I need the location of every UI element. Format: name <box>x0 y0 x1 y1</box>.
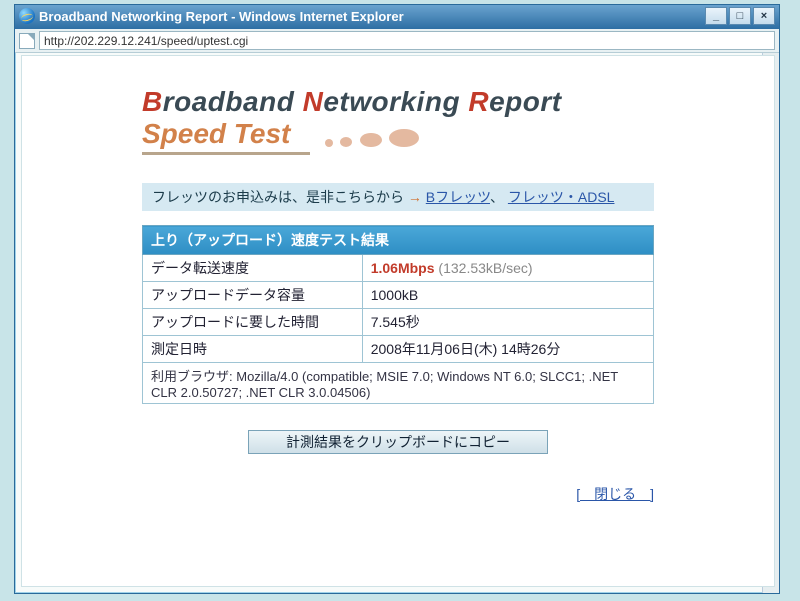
result-header: 上り（アップロード）速度テスト結果 <box>143 226 654 255</box>
flets-adsl-link[interactable]: フレッツ・ADSL <box>508 189 615 205</box>
page-content: Broadband Networking Report Speed Test フ… <box>21 55 775 587</box>
maximize-button[interactable]: □ <box>729 7 751 25</box>
promo-text: フレッツのお申込みは、是非こちらから <box>152 189 404 205</box>
copy-button[interactable]: 計測結果をクリップボードにコピー <box>248 430 548 454</box>
result-label: アップロードデータ容量 <box>143 282 363 309</box>
minimize-button[interactable]: _ <box>705 7 727 25</box>
result-label: アップロードに要した時間 <box>143 309 363 336</box>
result-label: 測定日時 <box>143 336 363 363</box>
arrow-icon: → <box>408 189 422 205</box>
user-agent-cell: 利用ブラウザ: Mozilla/4.0 (compatible; MSIE 7.… <box>143 363 654 404</box>
result-value: 2008年11月06日(木) 14時26分 <box>362 336 653 363</box>
window-title: Broadband Networking Report - Windows In… <box>39 9 404 24</box>
logo-line2: Speed Test <box>142 118 310 155</box>
close-button[interactable]: × <box>753 7 775 25</box>
close-link[interactable]: [ 閉じる ] <box>142 484 654 504</box>
result-value: 1.06Mbps (132.53kB/sec) <box>362 255 653 282</box>
bubble-icon <box>325 129 419 152</box>
address-bar <box>15 29 779 53</box>
window-titlebar[interactable]: Broadband Networking Report - Windows In… <box>15 5 779 29</box>
result-value: 7.545秒 <box>362 309 653 336</box>
result-table: 上り（アップロード）速度テスト結果 データ転送速度1.06Mbps (132.5… <box>142 225 654 404</box>
result-label: データ転送速度 <box>143 255 363 282</box>
url-input[interactable] <box>39 31 775 50</box>
browser-window: Broadband Networking Report - Windows In… <box>14 4 780 594</box>
logo-line1: Broadband Networking Report <box>142 86 654 118</box>
logo-line2-wrap: Speed Test <box>142 118 654 155</box>
ie-icon <box>19 8 35 24</box>
bflets-link[interactable]: Bフレッツ <box>426 189 490 205</box>
page-icon <box>19 33 35 49</box>
promo-bar: フレッツのお申込みは、是非こちらから → Bフレッツ、 フレッツ・ADSL <box>142 183 654 211</box>
result-value: 1000kB <box>362 282 653 309</box>
window-controls: _ □ × <box>705 7 775 25</box>
